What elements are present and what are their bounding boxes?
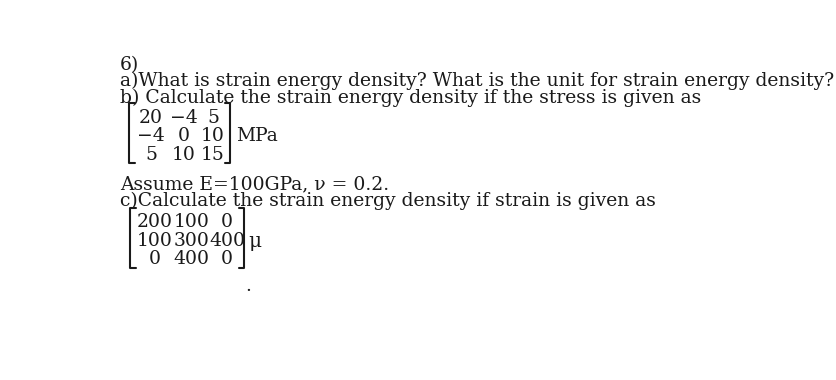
Text: 100: 100 xyxy=(173,214,209,231)
Text: MPa: MPa xyxy=(235,127,277,145)
Text: 200: 200 xyxy=(137,214,173,231)
Text: 0: 0 xyxy=(177,127,190,145)
Text: 10: 10 xyxy=(201,127,225,145)
Text: 5: 5 xyxy=(145,146,157,164)
Text: c)Calculate the strain energy density if strain is given as: c)Calculate the strain energy density if… xyxy=(120,192,655,210)
Text: μ: μ xyxy=(247,232,261,251)
Text: 400: 400 xyxy=(173,250,209,268)
Text: 6): 6) xyxy=(120,56,140,74)
Text: 20: 20 xyxy=(139,109,163,127)
Text: 400: 400 xyxy=(209,232,245,250)
Text: 5: 5 xyxy=(206,109,219,127)
Text: −4: −4 xyxy=(137,127,165,145)
Text: 15: 15 xyxy=(201,146,225,164)
Text: 0: 0 xyxy=(221,214,232,231)
Text: 0: 0 xyxy=(149,250,161,268)
Text: a)What is strain energy density? What is the unit for strain energy density?: a)What is strain energy density? What is… xyxy=(120,72,833,90)
Text: 10: 10 xyxy=(171,146,196,164)
Text: −4: −4 xyxy=(170,109,197,127)
Text: 300: 300 xyxy=(173,232,209,250)
Text: 100: 100 xyxy=(137,232,173,250)
Text: 0: 0 xyxy=(221,250,232,268)
Text: Assume E=100GPa, ν = 0.2.: Assume E=100GPa, ν = 0.2. xyxy=(120,175,389,193)
Text: .: . xyxy=(246,277,252,294)
Text: b) Calculate the strain energy density if the stress is given as: b) Calculate the strain energy density i… xyxy=(120,89,701,107)
